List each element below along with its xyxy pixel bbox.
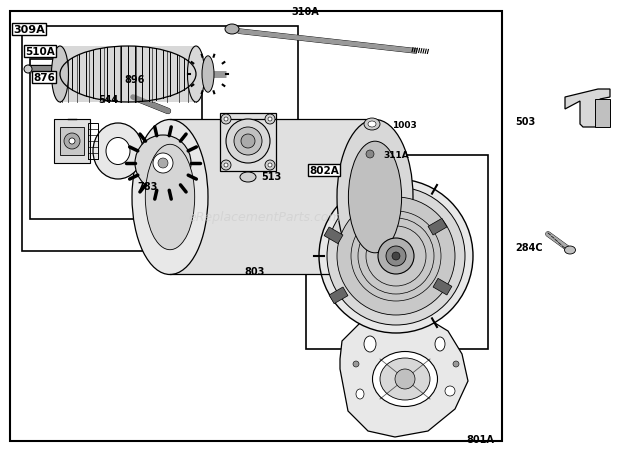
Bar — [595, 100, 610, 128]
Circle shape — [319, 179, 473, 333]
Circle shape — [24, 66, 32, 74]
Ellipse shape — [380, 358, 430, 400]
Bar — [306, 156, 488, 349]
Circle shape — [353, 361, 359, 367]
Ellipse shape — [202, 56, 214, 93]
Text: 284C: 284C — [515, 242, 542, 252]
Circle shape — [234, 128, 262, 156]
Polygon shape — [340, 311, 468, 437]
Bar — [324, 228, 343, 244]
Circle shape — [221, 161, 231, 171]
Ellipse shape — [337, 120, 413, 275]
Circle shape — [64, 134, 80, 150]
Circle shape — [361, 146, 379, 164]
Circle shape — [135, 136, 191, 191]
Text: 510A: 510A — [25, 47, 55, 57]
Polygon shape — [565, 90, 610, 128]
Bar — [22, 27, 298, 252]
Bar — [10, 12, 502, 441]
Circle shape — [445, 386, 455, 396]
Text: 802A: 802A — [309, 166, 339, 176]
Text: eReplacementParts.com: eReplacementParts.com — [188, 211, 342, 224]
Ellipse shape — [187, 47, 205, 103]
Text: 544: 544 — [98, 95, 118, 105]
Circle shape — [453, 361, 459, 367]
Bar — [30, 60, 202, 219]
Text: 311A: 311A — [383, 151, 409, 160]
Text: 309A: 309A — [13, 25, 45, 35]
Bar — [60, 47, 196, 103]
Bar — [170, 120, 375, 274]
Circle shape — [337, 197, 455, 315]
Circle shape — [386, 246, 406, 266]
Circle shape — [69, 139, 75, 145]
Ellipse shape — [240, 173, 256, 183]
Circle shape — [153, 154, 173, 174]
Ellipse shape — [364, 336, 376, 352]
Ellipse shape — [93, 124, 143, 179]
Ellipse shape — [356, 389, 364, 399]
Text: 513: 513 — [261, 172, 281, 182]
Text: 310A: 310A — [291, 7, 319, 17]
Circle shape — [268, 164, 272, 168]
Bar — [428, 219, 447, 235]
Circle shape — [221, 115, 231, 125]
Bar — [60, 128, 84, 156]
Circle shape — [392, 252, 400, 260]
Ellipse shape — [435, 337, 445, 351]
Circle shape — [378, 239, 414, 274]
Bar — [329, 287, 348, 304]
Ellipse shape — [564, 246, 575, 254]
Circle shape — [158, 159, 168, 168]
Ellipse shape — [368, 122, 376, 128]
Circle shape — [224, 118, 228, 122]
Text: 783: 783 — [138, 182, 158, 191]
Ellipse shape — [348, 142, 402, 253]
Circle shape — [268, 118, 272, 122]
Ellipse shape — [373, 352, 438, 407]
Ellipse shape — [364, 119, 380, 131]
Bar — [220, 114, 276, 172]
Ellipse shape — [225, 25, 239, 35]
Circle shape — [224, 164, 228, 168]
Bar — [88, 124, 98, 160]
Circle shape — [366, 151, 374, 159]
Ellipse shape — [51, 47, 68, 103]
Bar — [54, 120, 90, 164]
Ellipse shape — [145, 145, 195, 250]
Circle shape — [395, 369, 415, 389]
Text: 801A: 801A — [466, 434, 494, 444]
Circle shape — [327, 188, 465, 325]
Circle shape — [226, 120, 270, 164]
Text: 503: 503 — [515, 117, 535, 127]
Circle shape — [265, 115, 275, 125]
Text: 876: 876 — [33, 73, 55, 83]
Ellipse shape — [106, 138, 130, 165]
Text: 1003: 1003 — [392, 121, 417, 130]
Ellipse shape — [132, 120, 208, 275]
Bar — [433, 279, 452, 295]
Circle shape — [241, 134, 255, 149]
Text: 803: 803 — [245, 266, 265, 276]
Text: 896: 896 — [125, 75, 145, 85]
Circle shape — [265, 161, 275, 171]
